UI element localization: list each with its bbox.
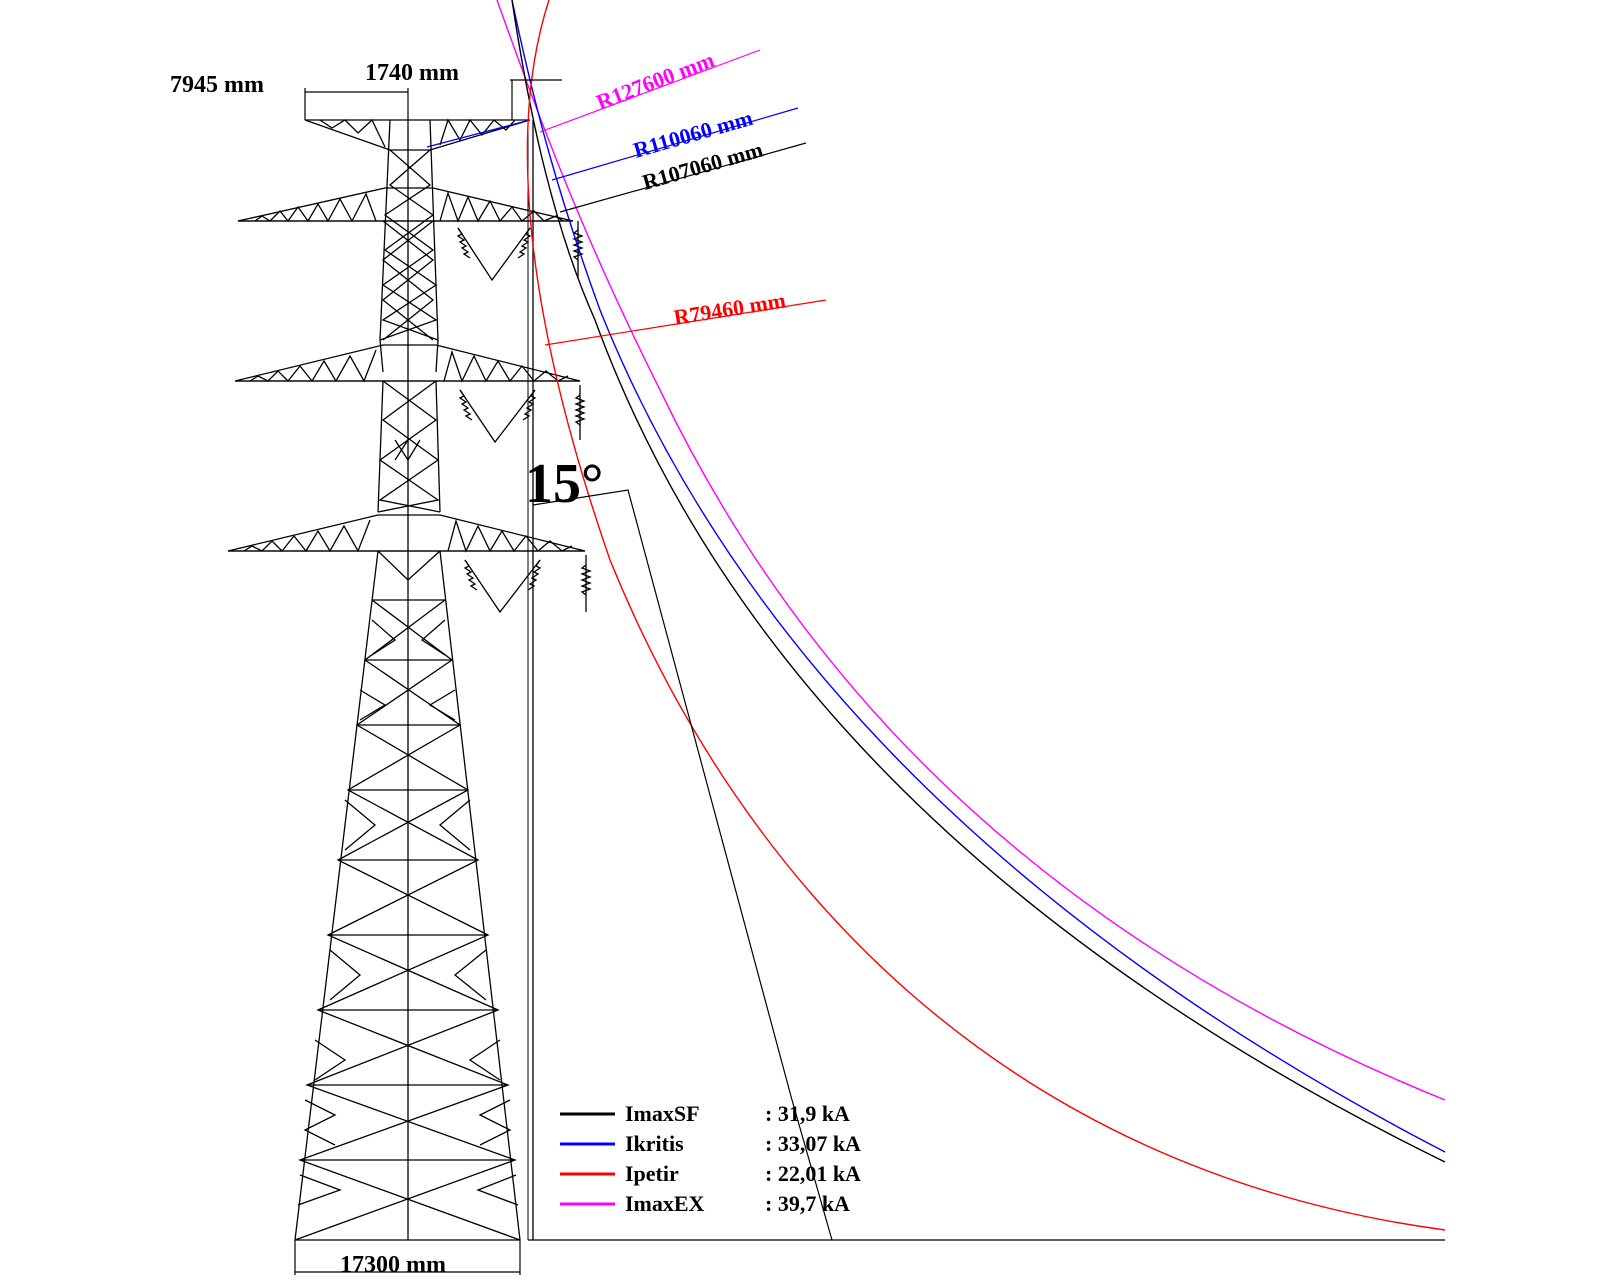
legend-name-ikritis: Ikritis bbox=[625, 1131, 684, 1156]
angle-label: 15° bbox=[525, 453, 603, 515]
legend-value-ikritis: : 33,07 kA bbox=[765, 1131, 861, 1156]
dim-top-left: 7945 mm bbox=[170, 72, 264, 98]
dim-base: 17300 mm bbox=[340, 1252, 446, 1278]
legend: ImaxSF : 31,9 kA Ikritis : 33,07 kA Ipet… bbox=[560, 1101, 861, 1216]
reference-lines bbox=[527, 120, 1445, 1241]
radius-leaders bbox=[539, 49, 827, 346]
legend-name-imaxex: ImaxEX bbox=[625, 1191, 705, 1216]
insulator-strings bbox=[456, 221, 592, 614]
protection-arcs bbox=[496, 0, 1446, 1231]
arc-imaxsf bbox=[511, 0, 1446, 1163]
radius-label-imaxex: R127600 mm bbox=[593, 47, 718, 115]
legend-name-ipetir: Ipetir bbox=[625, 1161, 679, 1186]
legend-value-imaxex: : 39,7 kA bbox=[765, 1191, 850, 1216]
arc-ikritis bbox=[511, 0, 1446, 1153]
radius-label-ipetir: R79460 mm bbox=[672, 288, 788, 330]
transmission-tower bbox=[227, 118, 586, 1241]
arc-ipetir bbox=[526, 0, 1446, 1231]
dimension-lines bbox=[294, 79, 833, 1275]
legend-value-imaxsf: : 31,9 kA bbox=[765, 1101, 850, 1126]
dim-top-mid: 1740 mm bbox=[365, 60, 459, 86]
arc-imaxex bbox=[496, 0, 1446, 1101]
legend-value-ipetir: : 22,01 kA bbox=[765, 1161, 861, 1186]
legend-name-imaxsf: ImaxSF bbox=[625, 1101, 700, 1126]
